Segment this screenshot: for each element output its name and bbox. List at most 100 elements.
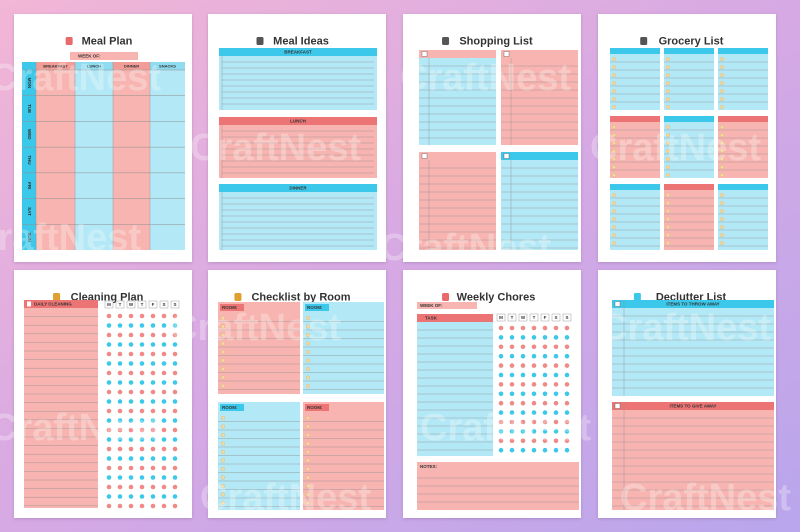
check-dot — [520, 363, 526, 368]
check-circle — [666, 157, 670, 161]
check-circle — [612, 141, 616, 145]
check-circle — [221, 475, 225, 480]
check-dot — [128, 494, 134, 499]
check-dot — [161, 399, 167, 404]
check-dot — [509, 363, 515, 368]
check-dot — [542, 429, 548, 434]
check-circle — [720, 141, 724, 145]
check-circle — [221, 333, 225, 337]
check-dot — [117, 494, 123, 499]
check-circle — [666, 57, 670, 61]
check-dot — [509, 391, 515, 397]
check-dot — [117, 456, 123, 461]
check-dot — [128, 503, 134, 509]
check-dot — [172, 484, 178, 490]
check-circle — [612, 105, 616, 109]
check-dot — [128, 408, 134, 414]
check-dot — [128, 380, 134, 385]
check-dot — [509, 419, 515, 425]
check-dot — [161, 342, 167, 347]
check-dot — [553, 382, 559, 387]
check-dot — [542, 382, 548, 387]
page-title: Shopping List — [459, 35, 533, 47]
section-label: ITEMS TO THROW AWAY — [666, 301, 719, 306]
check-dot — [117, 351, 123, 357]
check-dot — [161, 475, 167, 480]
check-circle — [720, 73, 724, 77]
check-dot — [498, 382, 504, 387]
column-header — [36, 62, 75, 70]
page-title: Checklist by Room — [251, 291, 350, 303]
check-circle — [720, 209, 724, 213]
meal-column — [75, 70, 113, 250]
check-circle — [666, 217, 670, 221]
check-dot — [564, 372, 570, 378]
section-label: ITEMS TO GIVE AWAY — [669, 403, 716, 408]
grocery-box — [610, 184, 660, 250]
column-label: SNACKS — [159, 63, 176, 68]
check-dot — [172, 361, 178, 366]
label: WEEK OF: — [420, 303, 443, 308]
check-circle — [306, 358, 310, 363]
check-dot — [172, 389, 178, 395]
check-dot — [150, 418, 156, 423]
day-label: FRI — [27, 182, 32, 189]
check-dot — [150, 427, 156, 433]
check-dot — [117, 503, 123, 509]
check-circle — [306, 416, 310, 420]
check-dot — [553, 325, 559, 331]
header-icon — [27, 301, 31, 307]
day-label: S — [162, 302, 165, 307]
check-dot — [106, 503, 112, 509]
day-label: W — [521, 315, 526, 320]
check-circle — [306, 433, 310, 437]
check-dot — [520, 410, 526, 415]
check-circle — [221, 458, 225, 463]
room-label: ROOM: — [307, 405, 323, 410]
checkbox — [503, 51, 510, 57]
check-dot — [106, 456, 112, 461]
day-box — [529, 313, 539, 322]
check-dot — [531, 410, 537, 415]
week-box — [417, 302, 477, 309]
check-circle — [306, 384, 310, 388]
meal-column — [150, 70, 185, 250]
list-box — [419, 152, 496, 250]
label: DAILY CLEANING — [34, 301, 72, 306]
check-circle — [720, 157, 724, 161]
check-circle — [306, 367, 310, 371]
check-circle — [666, 209, 670, 213]
check-circle — [221, 358, 225, 363]
label: WEEK OF: — [78, 53, 101, 58]
check-dot — [150, 313, 156, 319]
day-box — [115, 300, 125, 309]
check-dot — [172, 494, 178, 499]
check-dot — [117, 342, 123, 347]
check-dot — [128, 418, 134, 423]
check-dot — [161, 351, 167, 357]
check-circle — [612, 209, 616, 213]
check-circle — [221, 450, 225, 454]
check-dot — [161, 332, 167, 338]
check-circle — [720, 81, 724, 85]
check-dot — [520, 419, 526, 425]
room-tag — [305, 304, 329, 311]
check-circle — [612, 241, 616, 245]
check-dot — [172, 465, 178, 471]
room-box — [303, 402, 384, 510]
check-dot — [498, 447, 504, 453]
check-dot — [520, 335, 526, 340]
check-circle — [612, 133, 616, 137]
check-dot — [520, 391, 526, 397]
check-circle — [666, 125, 670, 129]
check-dot — [161, 456, 167, 461]
check-dot — [498, 438, 504, 444]
check-circle — [221, 316, 225, 320]
day-label: W — [129, 302, 134, 307]
check-dot — [172, 332, 178, 338]
task-header — [24, 300, 98, 308]
check-circle — [720, 133, 724, 137]
check-dot — [150, 361, 156, 366]
check-dot — [564, 382, 570, 387]
check-dot — [139, 399, 145, 404]
